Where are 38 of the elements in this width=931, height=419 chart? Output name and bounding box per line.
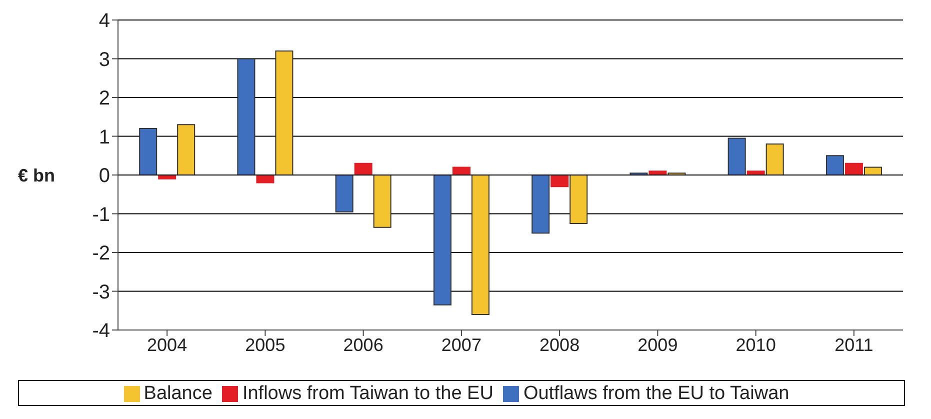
bar [550, 174, 569, 188]
x-tick-label: 2008 [540, 334, 580, 355]
bar [826, 155, 844, 176]
x-tick-label: 2004 [147, 334, 188, 355]
y-tick-label: -2 [92, 242, 110, 265]
y-tick-label: 4 [98, 10, 110, 32]
bar [433, 174, 452, 306]
bar [256, 174, 274, 184]
y-tick-label: 1 [98, 126, 110, 148]
y-tick-label: 0 [98, 165, 110, 188]
bar [373, 174, 392, 228]
bar [570, 174, 588, 224]
bar [471, 174, 490, 315]
legend-label: Balance [144, 383, 212, 404]
bar [275, 50, 294, 176]
bar [532, 174, 550, 234]
x-tick-label: 2011 [834, 334, 874, 355]
y-axis-title: € bn [18, 165, 56, 186]
bar [728, 138, 746, 176]
x-tick-label: 2005 [245, 334, 286, 355]
bar [844, 162, 863, 176]
y-tick-label: -3 [92, 281, 110, 304]
bar [139, 128, 158, 176]
y-tick-label: 3 [98, 48, 110, 71]
bar [354, 162, 372, 176]
x-tick-label: 2007 [441, 334, 482, 355]
legend-label: Outflaws from the EU to Taiwan [523, 383, 790, 404]
bar [237, 58, 256, 176]
y-tick-label: -1 [92, 204, 110, 226]
legend-label: Inflows from Taiwan to the EU [242, 383, 494, 404]
y-tick-label: 2 [98, 88, 110, 110]
bar [766, 144, 784, 176]
bar [177, 124, 196, 176]
x-tick-label: 2006 [343, 334, 384, 355]
y-tick-label: -4 [92, 320, 110, 342]
x-tick-label: 2009 [638, 334, 678, 355]
bar [335, 174, 354, 212]
x-tick-label: 2010 [736, 334, 776, 355]
